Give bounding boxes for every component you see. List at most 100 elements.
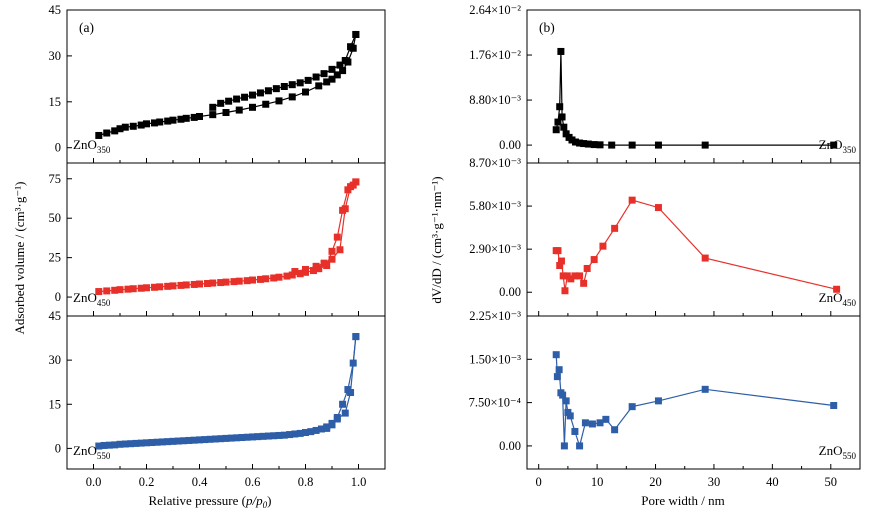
data-point — [556, 103, 564, 111]
data-point — [196, 436, 203, 444]
data-point — [121, 440, 129, 448]
data-point — [100, 441, 108, 449]
data-point — [654, 397, 662, 405]
y-tick-label: 0.00 — [499, 285, 521, 299]
data-point — [552, 351, 560, 359]
data-point — [328, 255, 336, 263]
data-point — [571, 427, 579, 435]
data-point — [352, 178, 360, 186]
y-tick-label: 8.70×10⁻³ — [469, 156, 521, 170]
data-point — [554, 118, 562, 126]
data-point — [249, 433, 256, 441]
data-point — [588, 420, 596, 428]
data-point — [256, 89, 264, 97]
data-point — [272, 85, 280, 93]
panel-1: 0 15 30 45 (a) ZnO350 — [49, 3, 386, 164]
data-point — [286, 431, 294, 439]
data-point — [701, 141, 709, 149]
data-point — [302, 88, 309, 96]
y-tick-label: 50 — [49, 211, 62, 225]
data-point — [566, 412, 574, 420]
data-point — [262, 275, 270, 283]
panel-3: 0 15 30 45 0.0 0.2 0.4 0.6 0.8 1.0 ZnO550 — [49, 309, 386, 489]
data-point — [288, 93, 296, 101]
data-point — [336, 246, 344, 254]
data-point — [235, 277, 243, 285]
data-point — [116, 125, 124, 133]
data-point — [576, 442, 584, 450]
data-point — [148, 439, 156, 447]
data-point — [280, 83, 288, 90]
data-point — [190, 436, 198, 444]
panel-6: 0.00 7.50×10⁻⁴ 1.50×10⁻³ 2.25×10⁻³ 0 10 20 30 40… — [469, 309, 861, 489]
y-tick-label: 25 — [49, 251, 62, 265]
sample-label: ZnO550 — [819, 443, 857, 461]
data-point — [190, 113, 198, 121]
data-point — [347, 389, 355, 396]
data-point — [554, 247, 562, 255]
data-point — [116, 440, 124, 448]
data-point — [341, 56, 349, 64]
data-point — [209, 103, 217, 111]
data-point — [602, 415, 610, 423]
data-point — [596, 141, 604, 149]
data-point — [241, 93, 249, 101]
y-tick-label: 15 — [49, 397, 62, 411]
data-point — [302, 429, 309, 437]
data-point — [156, 283, 164, 291]
data-point — [275, 273, 283, 281]
data-point — [561, 287, 569, 295]
y-tick-label: 1.76×10⁻² — [469, 48, 521, 62]
data-point — [315, 82, 323, 90]
y-tick-label: 0 — [55, 290, 61, 304]
data-point — [596, 419, 604, 427]
data-point — [264, 432, 272, 440]
data-point — [137, 121, 145, 129]
data-point — [283, 272, 291, 280]
data-point — [254, 433, 262, 441]
right-y-axis-title: dV/dD / (cm³·g⁻¹·nm⁻¹) — [429, 176, 444, 303]
data-point — [132, 439, 140, 447]
data-point — [275, 431, 283, 439]
data-point — [103, 287, 111, 295]
data-point — [196, 280, 203, 288]
x-tick-label: 0.0 — [86, 475, 102, 489]
data-point — [169, 437, 177, 445]
y-tick-label: 2.25×10⁻³ — [469, 309, 521, 323]
series-line — [556, 199, 837, 291]
data-point — [177, 281, 185, 289]
data-point — [347, 183, 355, 191]
sample-label: ZnO350 — [819, 137, 857, 155]
series-line — [98, 181, 357, 293]
y-tick-label: 45 — [49, 3, 62, 17]
data-point — [249, 91, 256, 99]
data-point — [127, 440, 135, 448]
data-point — [203, 280, 211, 288]
x-tick-label: 50 — [825, 475, 838, 489]
data-point — [156, 118, 164, 126]
y-tick-label: 0.00 — [499, 439, 521, 453]
x-tick-label: 40 — [766, 475, 779, 489]
data-point — [103, 129, 111, 137]
data-point — [169, 116, 177, 124]
data-point — [233, 95, 241, 103]
data-point — [230, 278, 238, 286]
panel-frame — [526, 162, 861, 317]
data-point — [599, 242, 607, 250]
data-point — [256, 275, 264, 283]
data-point — [222, 434, 230, 442]
data-point — [95, 442, 103, 450]
data-point — [576, 272, 584, 280]
data-point — [190, 280, 198, 288]
data-point — [562, 397, 570, 405]
data-point — [830, 401, 838, 409]
data-point — [158, 438, 166, 446]
data-point — [611, 426, 619, 434]
data-point — [562, 130, 570, 138]
data-point — [608, 141, 616, 149]
data-point — [555, 366, 563, 374]
data-point — [309, 267, 317, 275]
data-point — [291, 430, 299, 438]
data-point — [352, 333, 360, 341]
